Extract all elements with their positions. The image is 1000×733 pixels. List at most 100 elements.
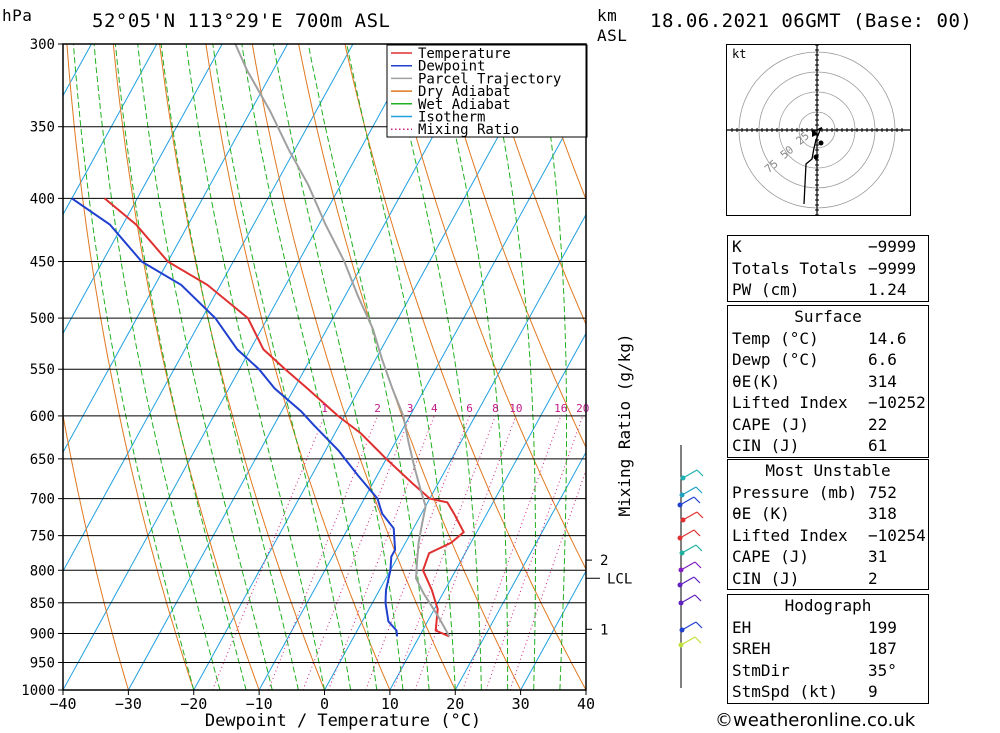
km-tick-label: 1 [600,622,608,638]
general-indices: K −9999 Totals Totals −9999 PW (cm) 1.24 [727,235,929,302]
x-tick-label: 0 [320,695,329,713]
surface-index-row: Dewp (°C) 6.6 [728,349,928,371]
wind-barb [681,544,697,554]
units-label: hPa [2,6,33,25]
most-unstable-index-label: Pressure (mb) [732,482,858,502]
legend-label: Dry Adiabat [418,84,511,100]
surface-index-row: CIN (J) 61 [728,435,928,457]
surface-index-label: CAPE (J) [732,414,810,434]
y-tick-label: 300 [30,37,55,53]
surface-title: Surface [794,307,862,326]
hodograph-index-value: 199 [868,617,897,637]
wet-adiabat-line [585,681,586,690]
x-tick-label: −40 [49,695,76,713]
copyright[interactable]: ©weatheronline.co.uk [715,710,916,731]
hodograph-index-label: StmDir [732,660,790,680]
y-tick-label: 750 [30,529,55,545]
wind-barb-flag [693,576,701,584]
y-tick-label: 1000 [21,683,55,699]
wet-adiabat-line [241,44,378,690]
isotherm-line [454,451,586,690]
surface-index-value: 314 [868,371,897,391]
mixing-ratio-line [392,415,496,690]
plot-frame [62,43,587,691]
wind-barb [682,469,698,479]
general-index-label: PW (cm) [732,280,800,299]
wind-barb-flag [693,496,701,504]
legend-label: Mixing Ratio [418,122,519,138]
y-tick-label: 500 [30,311,55,327]
most-unstable-index-value: 318 [868,504,897,523]
legend-label: Dewpoint [418,59,485,75]
surface-index-row: Temp (°C) 14.6 [728,328,928,350]
y-tick-label: 900 [30,626,55,642]
x-axis-label: Dewpoint / Temperature (°C) [205,711,481,731]
dewpoint-line [71,197,399,637]
parcel-trajectory-line [234,44,451,637]
most-unstable-index-label: CIN (J) [732,568,800,588]
most-unstable-index-row: θE (K) 318 [728,503,928,525]
wet-adiabat-line [435,44,509,690]
wind-barb-flag [694,636,702,644]
wet-adiabat-line [485,44,536,690]
surface-index-label: Lifted Index [732,393,848,412]
hodograph-index-row: StmSpd (kt) 9 [728,681,928,703]
general-index-row: K −9999 [728,236,928,258]
hodograph-index-value: 9 [868,682,878,701]
surface-index-row: CAPE (J) 22 [728,414,928,436]
wind-barb-flag [696,511,704,519]
hodograph-params-title: Hodograph [784,596,872,615]
y-tick-label: 850 [30,596,55,612]
wind-barb [679,496,695,506]
x-tick-label: 40 [577,695,595,713]
wind-barb-flag [696,469,704,477]
general-index-value: −9999 [868,258,917,278]
general-index-value: 1.24 [868,280,907,299]
surface-index-value: 6.6 [868,350,897,369]
wind-barb [680,594,696,604]
most-unstable-index-value: 31 [868,547,888,566]
km-tick-label: 2 [600,553,608,569]
surface-index-label: θE(K) [732,371,781,391]
x-tick-label: −20 [180,695,207,713]
wet-adiabat-line [388,44,482,690]
most-unstable-index-value: 752 [868,482,897,502]
wind-barb-flag [693,529,701,537]
isotherm-line [63,44,354,573]
most-unstable-index-row: Lifted Index −10254 [728,525,928,547]
x-tick-label: 30 [512,695,530,713]
surface-indices: Surface Temp (°C) 14.6 Dewp (°C) 6.6 θE(K) 31… [727,305,929,458]
surface-index-value: 22 [868,414,888,434]
general-index-row: Totals Totals −9999 [728,258,928,280]
isotherm-line [127,44,485,690]
surface-index-label: CIN (J) [732,436,800,455]
asl-label: ASL [597,26,628,45]
dry-adiabat-line [994,44,1000,690]
isotherm-line [258,94,586,690]
dry-adiabat-line [483,44,586,326]
surface-index-label: Dewp (°C) [732,350,819,369]
hodograph-unit: kt [732,47,746,61]
x-tick-label: −10 [246,695,273,713]
legend-label: Isotherm [418,110,485,126]
wind-barb [682,511,698,521]
wet-adiabat-line [307,44,430,690]
wind-barb [680,636,696,646]
wind-barb [680,561,696,571]
most-unstable-index-row: CAPE (J) 31 [728,546,928,568]
dry-adiabat-line [205,44,391,690]
wind-barb-flag [694,594,702,602]
mixing-ratio-label: 20 [576,402,589,415]
mixing-ratio-label: 1 [321,402,328,415]
hodograph-index-value: 35° [868,660,897,680]
wind-profile [677,445,704,688]
wind-barb [679,576,695,586]
wet-adiabat-line [272,44,404,690]
mixing-ratio-label: 2 [374,402,381,415]
general-index-value: −9999 [868,237,917,256]
y-tick-label: 550 [30,362,55,378]
most-unstable-title: Most Unstable [765,461,891,480]
datetime-title: 18.06.2021 06GMT (Base: 00) [650,10,973,32]
mixing-ratio-label: 4 [431,402,438,415]
